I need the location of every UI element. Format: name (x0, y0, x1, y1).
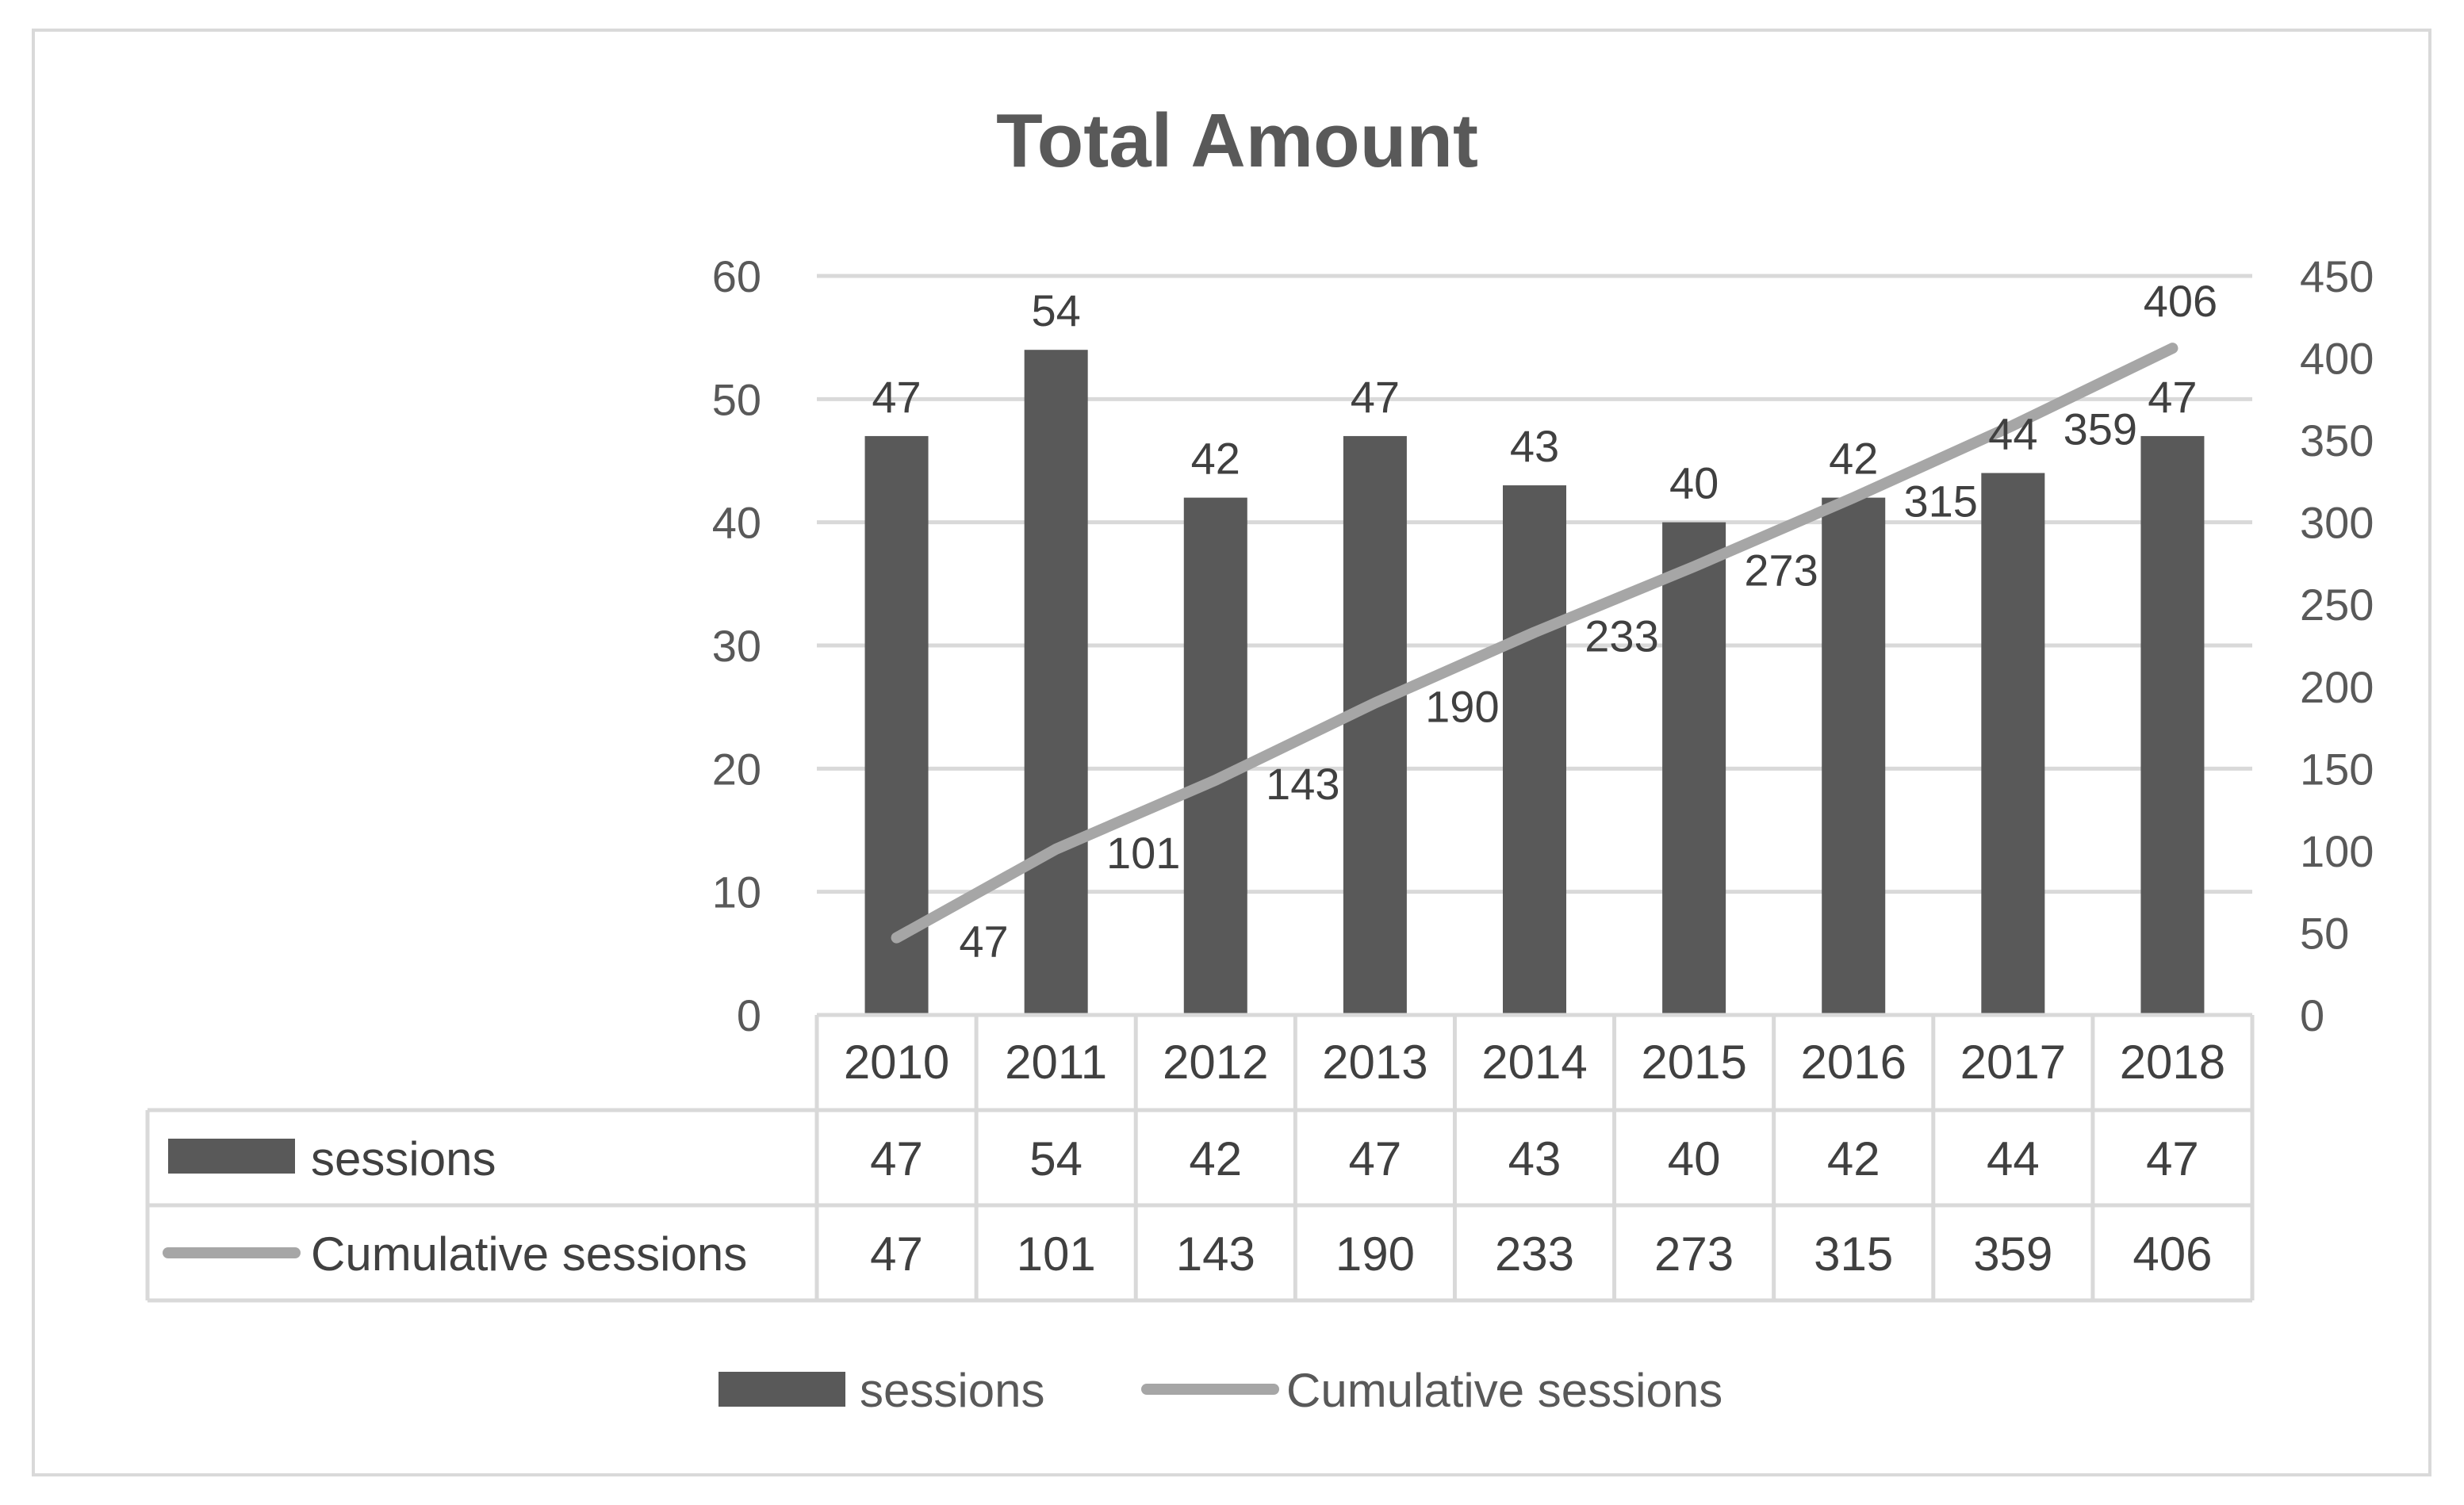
bar (1662, 522, 1726, 1015)
bar (1503, 485, 1566, 1015)
table-cell: 40 (1668, 1132, 1721, 1185)
table-cell: 44 (1987, 1132, 2040, 1185)
x-category-label: 2012 (1163, 1036, 1268, 1089)
bar-data-label: 47 (1351, 372, 1400, 422)
table-row-name: Cumulative sessions (311, 1227, 747, 1281)
table-cell: 190 (1335, 1227, 1415, 1281)
line-data-label: 273 (1744, 546, 1818, 595)
table-cell: 47 (870, 1227, 923, 1281)
x-category-label: 2011 (1005, 1036, 1107, 1089)
line-data-label: 406 (2144, 276, 2217, 326)
axes: 0 10 20 30 40 50 60 0 50 100 150 200 250 300 350 400 450 (712, 251, 2374, 1040)
bar-data-label: 47 (872, 372, 921, 422)
x-category-label: 2016 (1800, 1036, 1906, 1089)
line-data-label: 47 (959, 917, 1008, 967)
bar (1981, 473, 2045, 1015)
bar-data-label: 54 (1032, 285, 1081, 335)
bar-series (864, 350, 2205, 1015)
line-series (891, 343, 2179, 944)
legend-label: Cumulative sessions (1286, 1364, 1723, 1417)
table-cell: 406 (2133, 1227, 2212, 1281)
table-cell: 47 (1349, 1132, 1402, 1185)
bar (1343, 435, 1407, 1015)
x-category-label: 2018 (2120, 1036, 2225, 1089)
x-category-label: 2013 (1322, 1036, 1427, 1089)
y2-tick-label: 250 (2300, 580, 2374, 630)
y2-tick-label: 400 (2300, 334, 2374, 384)
data-labels: 47 54 42 47 43 40 42 44 47 47 101 143 190 233 273 315 35… (872, 276, 2217, 967)
chart-title: Total Amount (996, 98, 1478, 183)
y2-tick-label: 350 (2300, 416, 2374, 465)
line-data-label: 359 (2064, 404, 2137, 454)
line-data-label: 233 (1585, 611, 1658, 661)
table-row-name: sessions (311, 1132, 496, 1185)
legend: sessions Cumulative sessions (719, 1364, 1723, 1417)
y2-tick-label: 300 (2300, 498, 2374, 548)
bar-data-label: 44 (1988, 409, 2037, 459)
line-data-label: 101 (1106, 828, 1180, 878)
y-tick-label: 40 (712, 498, 761, 548)
bar (864, 435, 929, 1015)
bar-data-label: 43 (1510, 421, 1559, 471)
x-category-label: 2014 (1481, 1036, 1587, 1089)
y2-tick-label: 200 (2300, 662, 2374, 712)
y-tick-label: 20 (712, 744, 761, 794)
bar-data-label: 42 (1829, 434, 1878, 484)
bar-data-label: 47 (2148, 372, 2197, 422)
y-tick-label: 10 (712, 867, 761, 917)
x-category-label: 2010 (844, 1036, 949, 1089)
y2-tick-label: 50 (2300, 908, 2349, 958)
y-tick-label: 30 (712, 621, 761, 671)
bar (1183, 497, 1247, 1015)
table-cell: 101 (1017, 1227, 1096, 1281)
y2-tick-label: 0 (2300, 990, 2324, 1040)
line-data-label: 190 (1425, 681, 1499, 731)
table-cell: 54 (1029, 1132, 1083, 1185)
table-cell: 47 (870, 1132, 923, 1185)
legend-label: sessions (860, 1364, 1044, 1417)
bar (2140, 435, 2205, 1015)
data-table: 2010 2011 2012 2013 2014 2015 2016 2017 2018 sess… (145, 1013, 2255, 1303)
table-cell: 315 (1814, 1227, 1893, 1281)
bar-data-label: 42 (1191, 434, 1240, 484)
y2-tick-label: 450 (2300, 251, 2374, 301)
y-tick-label: 50 (712, 374, 761, 424)
line-data-label: 315 (1904, 477, 1978, 527)
table-cell: 42 (1827, 1132, 1880, 1185)
table-cell: 359 (1973, 1227, 2052, 1281)
x-category-label: 2017 (1960, 1036, 2066, 1089)
y2-tick-label: 150 (2300, 744, 2374, 794)
bar (1024, 350, 1088, 1015)
bar-data-label: 40 (1669, 458, 1719, 508)
y2-tick-label: 100 (2300, 826, 2374, 876)
x-category-label: 2015 (1641, 1036, 1746, 1089)
table-cell: 43 (1508, 1132, 1562, 1185)
table-cell: 233 (1495, 1227, 1574, 1281)
bar (1822, 497, 1886, 1015)
table-cell: 47 (2146, 1132, 2199, 1185)
cumulative-line (891, 343, 2179, 944)
y-tick-label: 60 (712, 251, 761, 301)
table-cell: 273 (1654, 1227, 1734, 1281)
table-cell: 42 (1189, 1132, 1242, 1185)
line-data-label: 143 (1266, 759, 1339, 809)
legend-key-bar (719, 1372, 845, 1407)
y-tick-label: 0 (737, 990, 761, 1040)
table-key-bar (168, 1139, 295, 1174)
table-cell: 143 (1176, 1227, 1255, 1281)
